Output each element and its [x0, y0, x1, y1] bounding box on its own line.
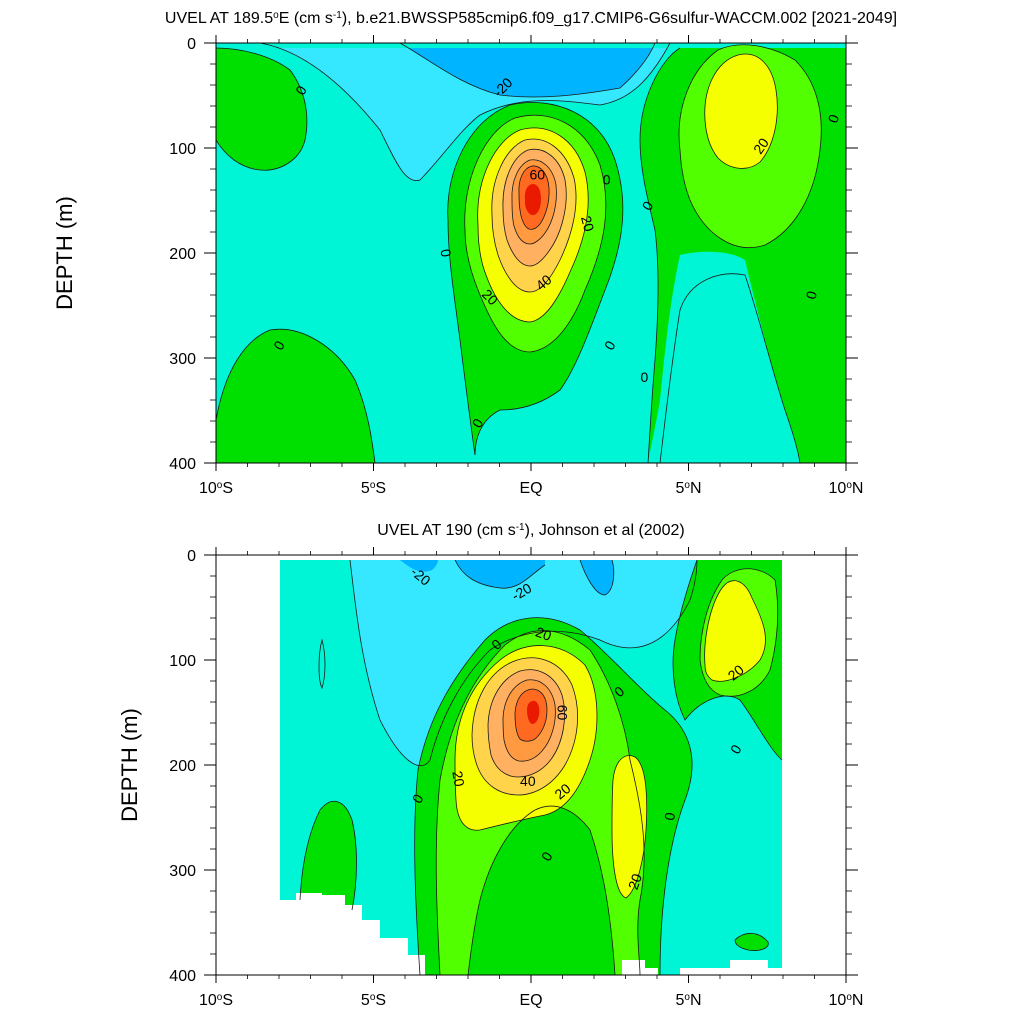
top-x-tick-label: 10oS — [199, 480, 233, 498]
top-contour-label: 0 — [437, 248, 454, 259]
bottom-contour-label: 0 — [661, 811, 678, 822]
bottom-contour-label: 40 — [520, 773, 536, 789]
top-y-tick-label: 300 — [169, 351, 196, 368]
top-chart-title: UVEL AT 189.5oE (cm s-1), b.e21.BWSSP585… — [165, 10, 897, 28]
top-contour-label: 0 — [603, 172, 611, 188]
bottom-y-tick-label: 300 — [169, 863, 196, 880]
top-contour-lines — [216, 43, 822, 463]
bottom-x-tick-label: 10oS — [199, 992, 233, 1010]
top-y-tick-label: 200 — [169, 246, 196, 263]
bottom-contour-lines — [299, 559, 783, 975]
bottom-y-tick-label: 400 — [169, 968, 196, 985]
bottom-y-tick-label: 0 — [187, 548, 196, 565]
bottom-contour-label: 20 — [449, 770, 467, 788]
top-x-tick-label: 5oS — [361, 480, 386, 498]
top-x-tick-label: EQ — [519, 480, 542, 497]
top-y-axis-label: DEPTH (m) — [52, 196, 77, 310]
bottom-y-tick-label: 200 — [169, 758, 196, 775]
top-y-tick-label: 100 — [169, 141, 196, 158]
top-x-tick-label: 5oN — [675, 480, 701, 498]
top-contour-label: 60 — [530, 166, 546, 182]
bottom-x-tick-label: EQ — [519, 992, 542, 1009]
top-contour-fill — [216, 43, 846, 463]
bottom-chart-title: UVEL AT 190 (cm s-1), Johnson et al (200… — [377, 522, 684, 540]
top-y-tick-label: 400 — [169, 456, 196, 473]
bottom-x-tick-label: 5oN — [675, 992, 701, 1010]
bottom-x-tick-label: 5oS — [361, 992, 386, 1010]
top-contour-label: 0 — [641, 369, 649, 385]
bottom-x-tick-label: 10oN — [829, 992, 864, 1010]
top-x-tick-label: 10oN — [829, 480, 864, 498]
bottom-y-tick-label: 100 — [169, 653, 196, 670]
bottom-y-axis-label: DEPTH (m) — [117, 708, 142, 822]
top-y-tick-label: 0 — [187, 36, 196, 53]
bottom-contour-fill — [216, 555, 846, 975]
bottom-contour-label: 20 — [625, 871, 645, 891]
top-contour-label: 20 — [578, 214, 598, 233]
bottom-contour-label: 60 — [555, 705, 571, 721]
bottom-contour-label: 20 — [534, 624, 554, 644]
top-contour-label: 0 — [803, 289, 821, 301]
